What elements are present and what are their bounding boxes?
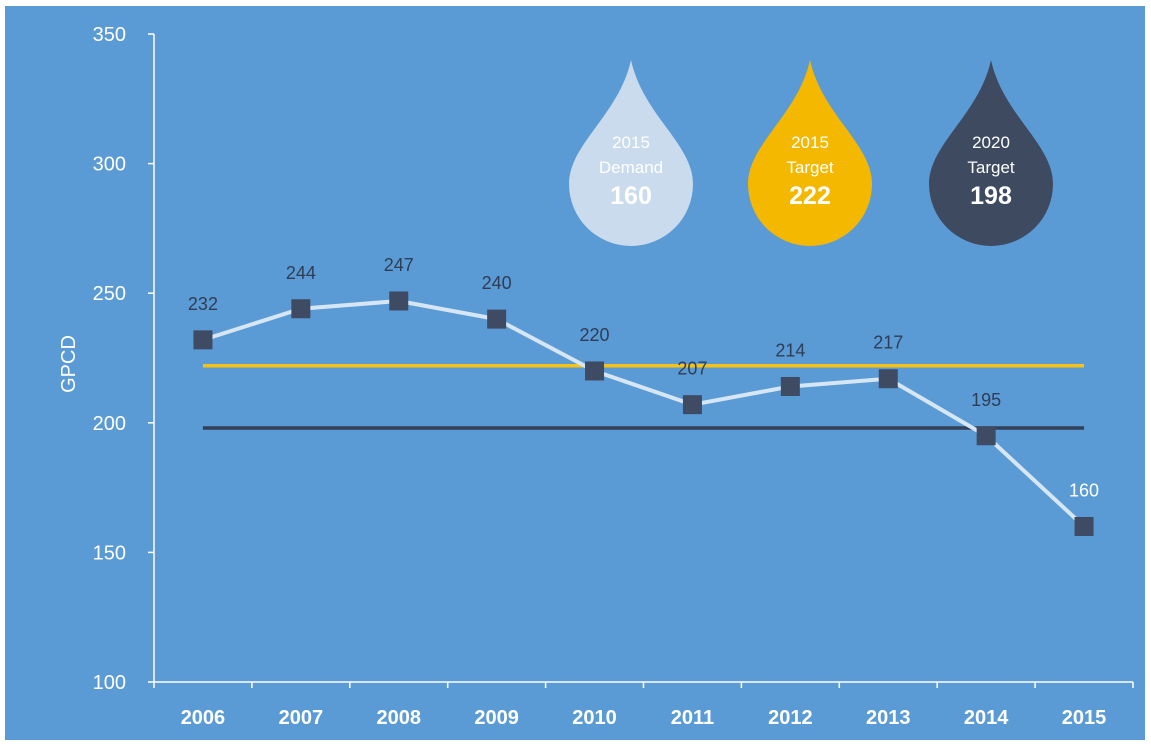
- annotations-group: 2015 Demand 160 2015 Target 222 2020 Target 198: [569, 60, 1053, 246]
- y-tick-label: 200: [93, 413, 126, 435]
- x-tick-label: 2006: [181, 707, 226, 729]
- x-tick-label: 2007: [279, 707, 324, 729]
- data-point-2012: [780, 377, 800, 397]
- x-tick-label: 2010: [572, 707, 617, 729]
- drop-value-label: 222: [789, 182, 831, 210]
- drop-type-label: Target: [786, 158, 834, 177]
- line-chart: 2015Demand1602015Target2222020Target198 …: [5, 6, 1145, 740]
- y-tick-label: 100: [93, 672, 126, 694]
- data-label-2007: 244: [286, 263, 316, 283]
- data-label-2011: 207: [677, 359, 707, 379]
- drop-value-label: 198: [970, 182, 1012, 210]
- drop-year-label: 2020: [972, 133, 1010, 152]
- data-label-2010: 220: [580, 325, 610, 345]
- data-label-2009: 240: [482, 273, 512, 293]
- data-point-2015: [1074, 516, 1094, 536]
- water-drop-2: [929, 60, 1053, 246]
- data-point-2010: [585, 361, 605, 381]
- data-label-2015: 160: [1069, 480, 1099, 500]
- x-tick-label: 2009: [474, 707, 519, 729]
- data-label-2006: 232: [188, 294, 218, 314]
- x-tick-label: 2015: [1062, 707, 1107, 729]
- x-tick-label: 2008: [377, 707, 422, 729]
- water-drop-1: [748, 60, 872, 246]
- series-line: [202, 298, 1086, 528]
- y-axis-title: GPCD: [58, 335, 80, 393]
- x-tick-label: 2012: [768, 707, 813, 729]
- drop-year-label: 2015: [612, 133, 650, 152]
- data-label-2012: 214: [775, 341, 805, 361]
- data-label-2008: 247: [384, 255, 414, 275]
- data-label-2013: 217: [873, 333, 903, 353]
- data-point-2007: [291, 299, 311, 319]
- data-point-2006: [193, 330, 213, 350]
- series-group: [193, 291, 1094, 536]
- water-drop-0: [569, 60, 693, 246]
- x-tick-label: 2013: [866, 707, 911, 729]
- y-tick-label: 150: [93, 542, 126, 564]
- axes-group: 100 150 200 250 300 350 2006 2007 2008 2009 2010 20…: [93, 24, 1134, 729]
- reference-lines-group: [202, 364, 1085, 430]
- x-tick-label: 2014: [964, 707, 1009, 729]
- y-tick-label: 250: [93, 283, 126, 305]
- y-tick-label: 350: [93, 24, 126, 46]
- drop-type-label: Target: [967, 158, 1015, 177]
- x-tick-label: 2011: [671, 707, 714, 729]
- data-point-2014: [976, 426, 996, 446]
- drop-type-label: Demand: [599, 158, 663, 177]
- drop-value-label: 160: [610, 182, 652, 210]
- y-tick-label: 300: [93, 154, 126, 176]
- data-point-2013: [878, 369, 898, 389]
- chart-frame: 2015 Demand 160 2015 Target 222 2020 Target 198 …: [5, 6, 1145, 740]
- data-labels-group: 232 244 247 240 220 207 214 217 195 160: [188, 255, 1099, 501]
- data-label-2014: 195: [971, 390, 1001, 410]
- drop-year-label: 2015: [791, 133, 829, 152]
- data-point-2011: [682, 395, 702, 415]
- data-point-2009: [487, 309, 507, 329]
- data-point-2008: [389, 291, 409, 311]
